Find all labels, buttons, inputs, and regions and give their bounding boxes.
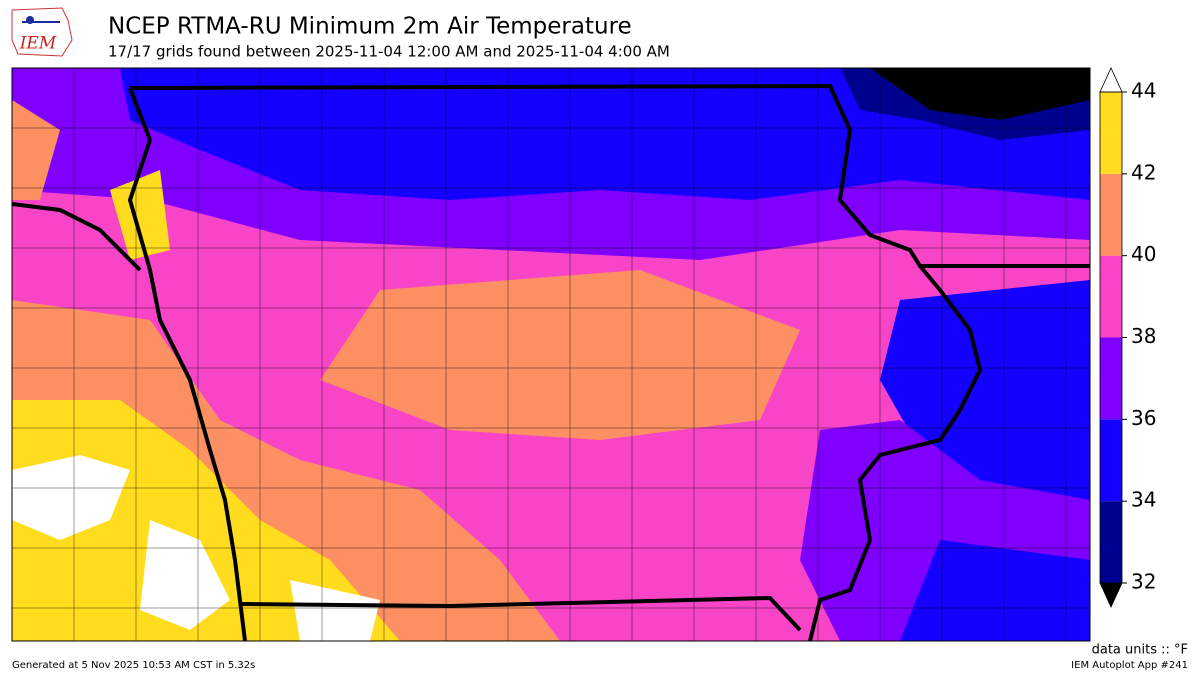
colorbar-tick-label: 32 xyxy=(1131,570,1156,594)
units: data units :: °F xyxy=(1092,643,1188,658)
colorbar-segment xyxy=(1100,501,1122,583)
colorbar-tick-label: 34 xyxy=(1131,488,1156,512)
map xyxy=(12,68,1090,641)
colorbar-under xyxy=(1099,582,1123,608)
generated-note: Generated at 5 Nov 2025 10:53 AM CST in … xyxy=(12,660,255,671)
colorbar-segment xyxy=(1100,337,1122,420)
subtitle: 17/17 grids found between 2025-11-04 12:… xyxy=(108,43,670,61)
app-note: IEM Autoplot App #241 xyxy=(1071,660,1188,671)
logo-text: IEM xyxy=(19,34,57,54)
colorbar-tick-label: 36 xyxy=(1131,406,1156,430)
state-borders xyxy=(12,83,1090,641)
map-frame xyxy=(11,67,1091,642)
colorbar-segment xyxy=(1100,92,1122,174)
colorbar-tick-label: 42 xyxy=(1131,160,1156,184)
logo: IEM xyxy=(11,7,73,57)
colorbar-segment xyxy=(1100,255,1122,338)
colorbar: 32 34 36 38 40 42 44 xyxy=(1099,67,1156,608)
colorbar-over xyxy=(1099,67,1123,93)
colorbar-tick-label: 44 xyxy=(1131,79,1156,103)
colorbar-segment xyxy=(1100,173,1122,256)
colorbar-tick-label: 38 xyxy=(1131,324,1156,348)
title: NCEP RTMA-RU Minimum 2m Air Temperature xyxy=(108,14,632,40)
colorbar-tick-label: 40 xyxy=(1131,242,1156,266)
colorbar-segment xyxy=(1100,419,1122,502)
